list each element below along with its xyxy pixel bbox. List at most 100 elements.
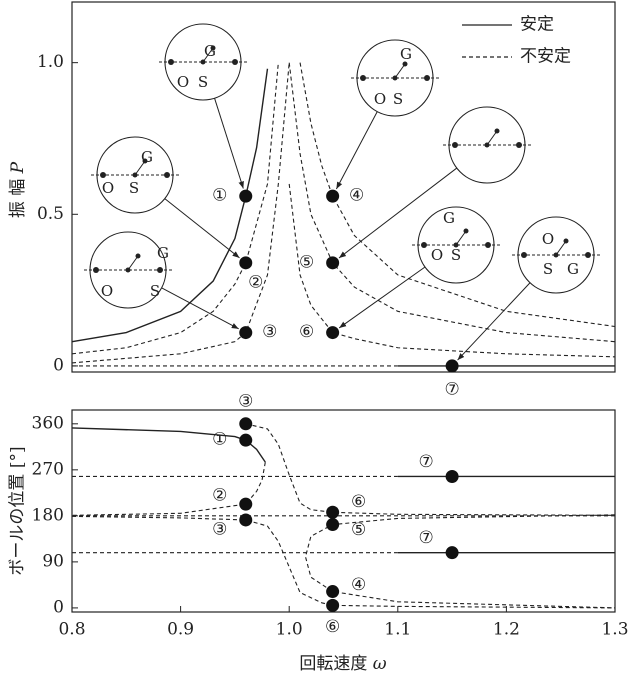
point [239, 256, 252, 269]
curve [72, 428, 265, 462]
legend-label: 安定 [520, 15, 554, 35]
point-label: ④ [351, 575, 366, 595]
arrow [215, 98, 244, 188]
point [326, 518, 339, 531]
point-label: ③ [262, 322, 277, 342]
point-label: ③ [212, 519, 227, 539]
x-axis-label-text: 回転速度 [299, 654, 367, 674]
inset-dot [100, 172, 106, 178]
inset-label: G [157, 244, 169, 262]
inset-label: O [374, 90, 386, 108]
y-axis-label-text: 振 幅 [8, 179, 28, 218]
x-tick-label: 1.2 [493, 620, 520, 640]
inset [443, 107, 531, 183]
inset-dot [168, 59, 174, 65]
point-label: ② [212, 486, 227, 506]
point [239, 326, 252, 339]
y-tick-label: 270 [32, 459, 64, 479]
y-axis-label: 振 幅 P [8, 161, 28, 218]
inset-dot [421, 242, 427, 248]
inset-dot [521, 252, 527, 258]
point [239, 417, 252, 430]
x-axis-label: 回転速度 ω [299, 654, 386, 674]
y-tick-label: 90 [42, 551, 64, 571]
curve [289, 63, 615, 342]
inset-dot [564, 239, 569, 244]
arrow [336, 112, 377, 189]
x-tick-label: 0.8 [58, 620, 85, 640]
bottom-frame [72, 410, 615, 612]
y-tick-label: 360 [32, 413, 64, 433]
inset-label: G [400, 45, 412, 63]
arrow [339, 267, 425, 328]
y-tick-label: 0.5 [37, 204, 64, 224]
point-label: ⑦ [418, 528, 433, 548]
point-label: ⑥ [351, 492, 366, 512]
inset-dot [232, 59, 238, 65]
inset-dot [424, 75, 430, 81]
inset-label: S [451, 246, 461, 264]
inset-dot [495, 129, 500, 134]
point-label: ④ [349, 186, 364, 206]
y-tick-label: 180 [32, 505, 64, 525]
inset-label: G [204, 42, 216, 60]
point [239, 498, 252, 511]
inset-label: S [129, 179, 139, 197]
inset-label: S [393, 90, 403, 108]
inset-dot [464, 229, 469, 234]
y-tick-label: 0 [53, 597, 64, 617]
inset-label: O [177, 73, 189, 91]
x-tick-label: 1.3 [601, 620, 628, 640]
inset-dot [157, 267, 163, 273]
point-label: ⑦ [444, 379, 459, 399]
point [326, 190, 339, 203]
inset-label: O [101, 282, 113, 300]
curve [72, 63, 278, 354]
inset-label: S [150, 282, 160, 300]
point-label: ② [248, 272, 263, 292]
point [326, 506, 339, 519]
point-label: ③ [238, 391, 253, 411]
point-label: ⑥ [325, 617, 340, 637]
chart: 振 幅 P ボールの位置 [°] 回転速度 ω 00.51.0安定不安定OSGO… [0, 0, 636, 681]
inset-dot [164, 172, 170, 178]
curve [72, 516, 615, 608]
point [326, 256, 339, 269]
inset-label: O [542, 230, 554, 248]
curve [72, 63, 289, 363]
x-axis-symbol: ω [373, 654, 387, 674]
inset: OSG [91, 137, 179, 213]
inset-label: S [543, 260, 553, 278]
point-label: ⑦ [418, 452, 433, 472]
inset-label: O [431, 246, 443, 264]
arrow [458, 283, 530, 360]
x-tick-label: 1.0 [276, 620, 303, 640]
point [326, 599, 339, 612]
arrow [165, 199, 240, 258]
inset-label: G [443, 209, 455, 227]
legend-label: 不安定 [520, 47, 571, 67]
point-label: ⑤ [299, 252, 314, 272]
point [239, 434, 252, 447]
inset-dot [585, 252, 591, 258]
inset: O S G [84, 232, 172, 308]
inset-dot [360, 75, 366, 81]
point [326, 585, 339, 598]
point [446, 470, 459, 483]
point-label: ① [212, 430, 227, 450]
point-label: ① [212, 186, 227, 206]
inset-dot [452, 142, 458, 148]
y-axis-label: ボールの位置 [°] [8, 446, 28, 575]
point [446, 546, 459, 559]
inset-dot [485, 242, 491, 248]
y-axis-symbol: P [8, 161, 28, 174]
inset-label: G [141, 148, 153, 166]
point [239, 190, 252, 203]
point [326, 326, 339, 339]
inset-dot [93, 267, 99, 273]
point-label: ⑤ [351, 520, 366, 540]
